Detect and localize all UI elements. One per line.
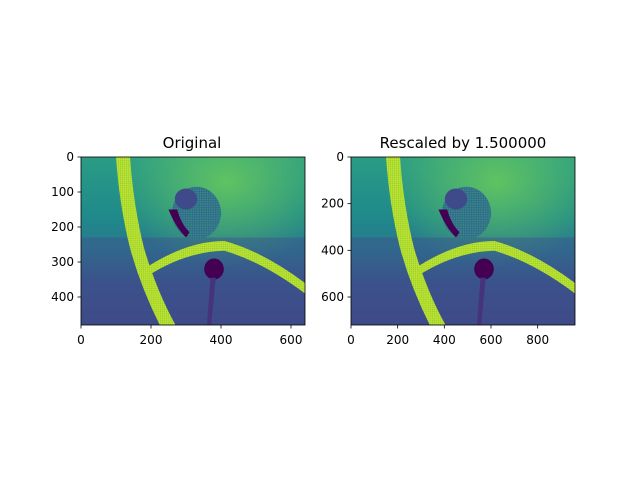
ticks-rescaled: 0 200 400 600 800 0 200 400 600 xyxy=(321,150,549,347)
x-tick-label: 200 xyxy=(386,333,409,347)
axes-frame-original xyxy=(80,156,306,326)
x-tick-label: 200 xyxy=(140,333,163,347)
x-tick-label: 600 xyxy=(480,333,503,347)
y-tick-label: 400 xyxy=(321,243,344,257)
subplot-original: Original 0 200 400 600 0 100 200 300 400 xyxy=(51,134,306,347)
image-rescaled xyxy=(351,157,575,325)
y-tick-label: 100 xyxy=(51,185,74,199)
y-tick-label: 0 xyxy=(336,150,344,164)
x-tick-label: 600 xyxy=(280,333,303,347)
chart-title-original: Original xyxy=(163,134,222,152)
x-tick-label: 400 xyxy=(433,333,456,347)
x-tick-label: 400 xyxy=(210,333,233,347)
axes-frame-rescaled xyxy=(350,156,576,326)
subplot-rescaled: Rescaled by 1.500000 0 200 400 600 800 0 200 40… xyxy=(321,134,576,347)
y-tick-label: 200 xyxy=(321,197,344,211)
x-tick-label: 0 xyxy=(77,333,85,347)
y-tick-label: 0 xyxy=(66,150,74,164)
chart-title-rescaled: Rescaled by 1.500000 xyxy=(380,134,547,152)
y-tick-label: 200 xyxy=(51,220,74,234)
x-tick-label: 0 xyxy=(347,333,355,347)
x-tick-label: 800 xyxy=(526,333,549,347)
image-original xyxy=(81,157,305,325)
y-tick-label: 300 xyxy=(51,255,74,269)
ticks-original: 0 200 400 600 0 100 200 300 400 xyxy=(51,150,302,347)
y-tick-label: 600 xyxy=(321,290,344,304)
y-tick-label: 400 xyxy=(51,290,74,304)
